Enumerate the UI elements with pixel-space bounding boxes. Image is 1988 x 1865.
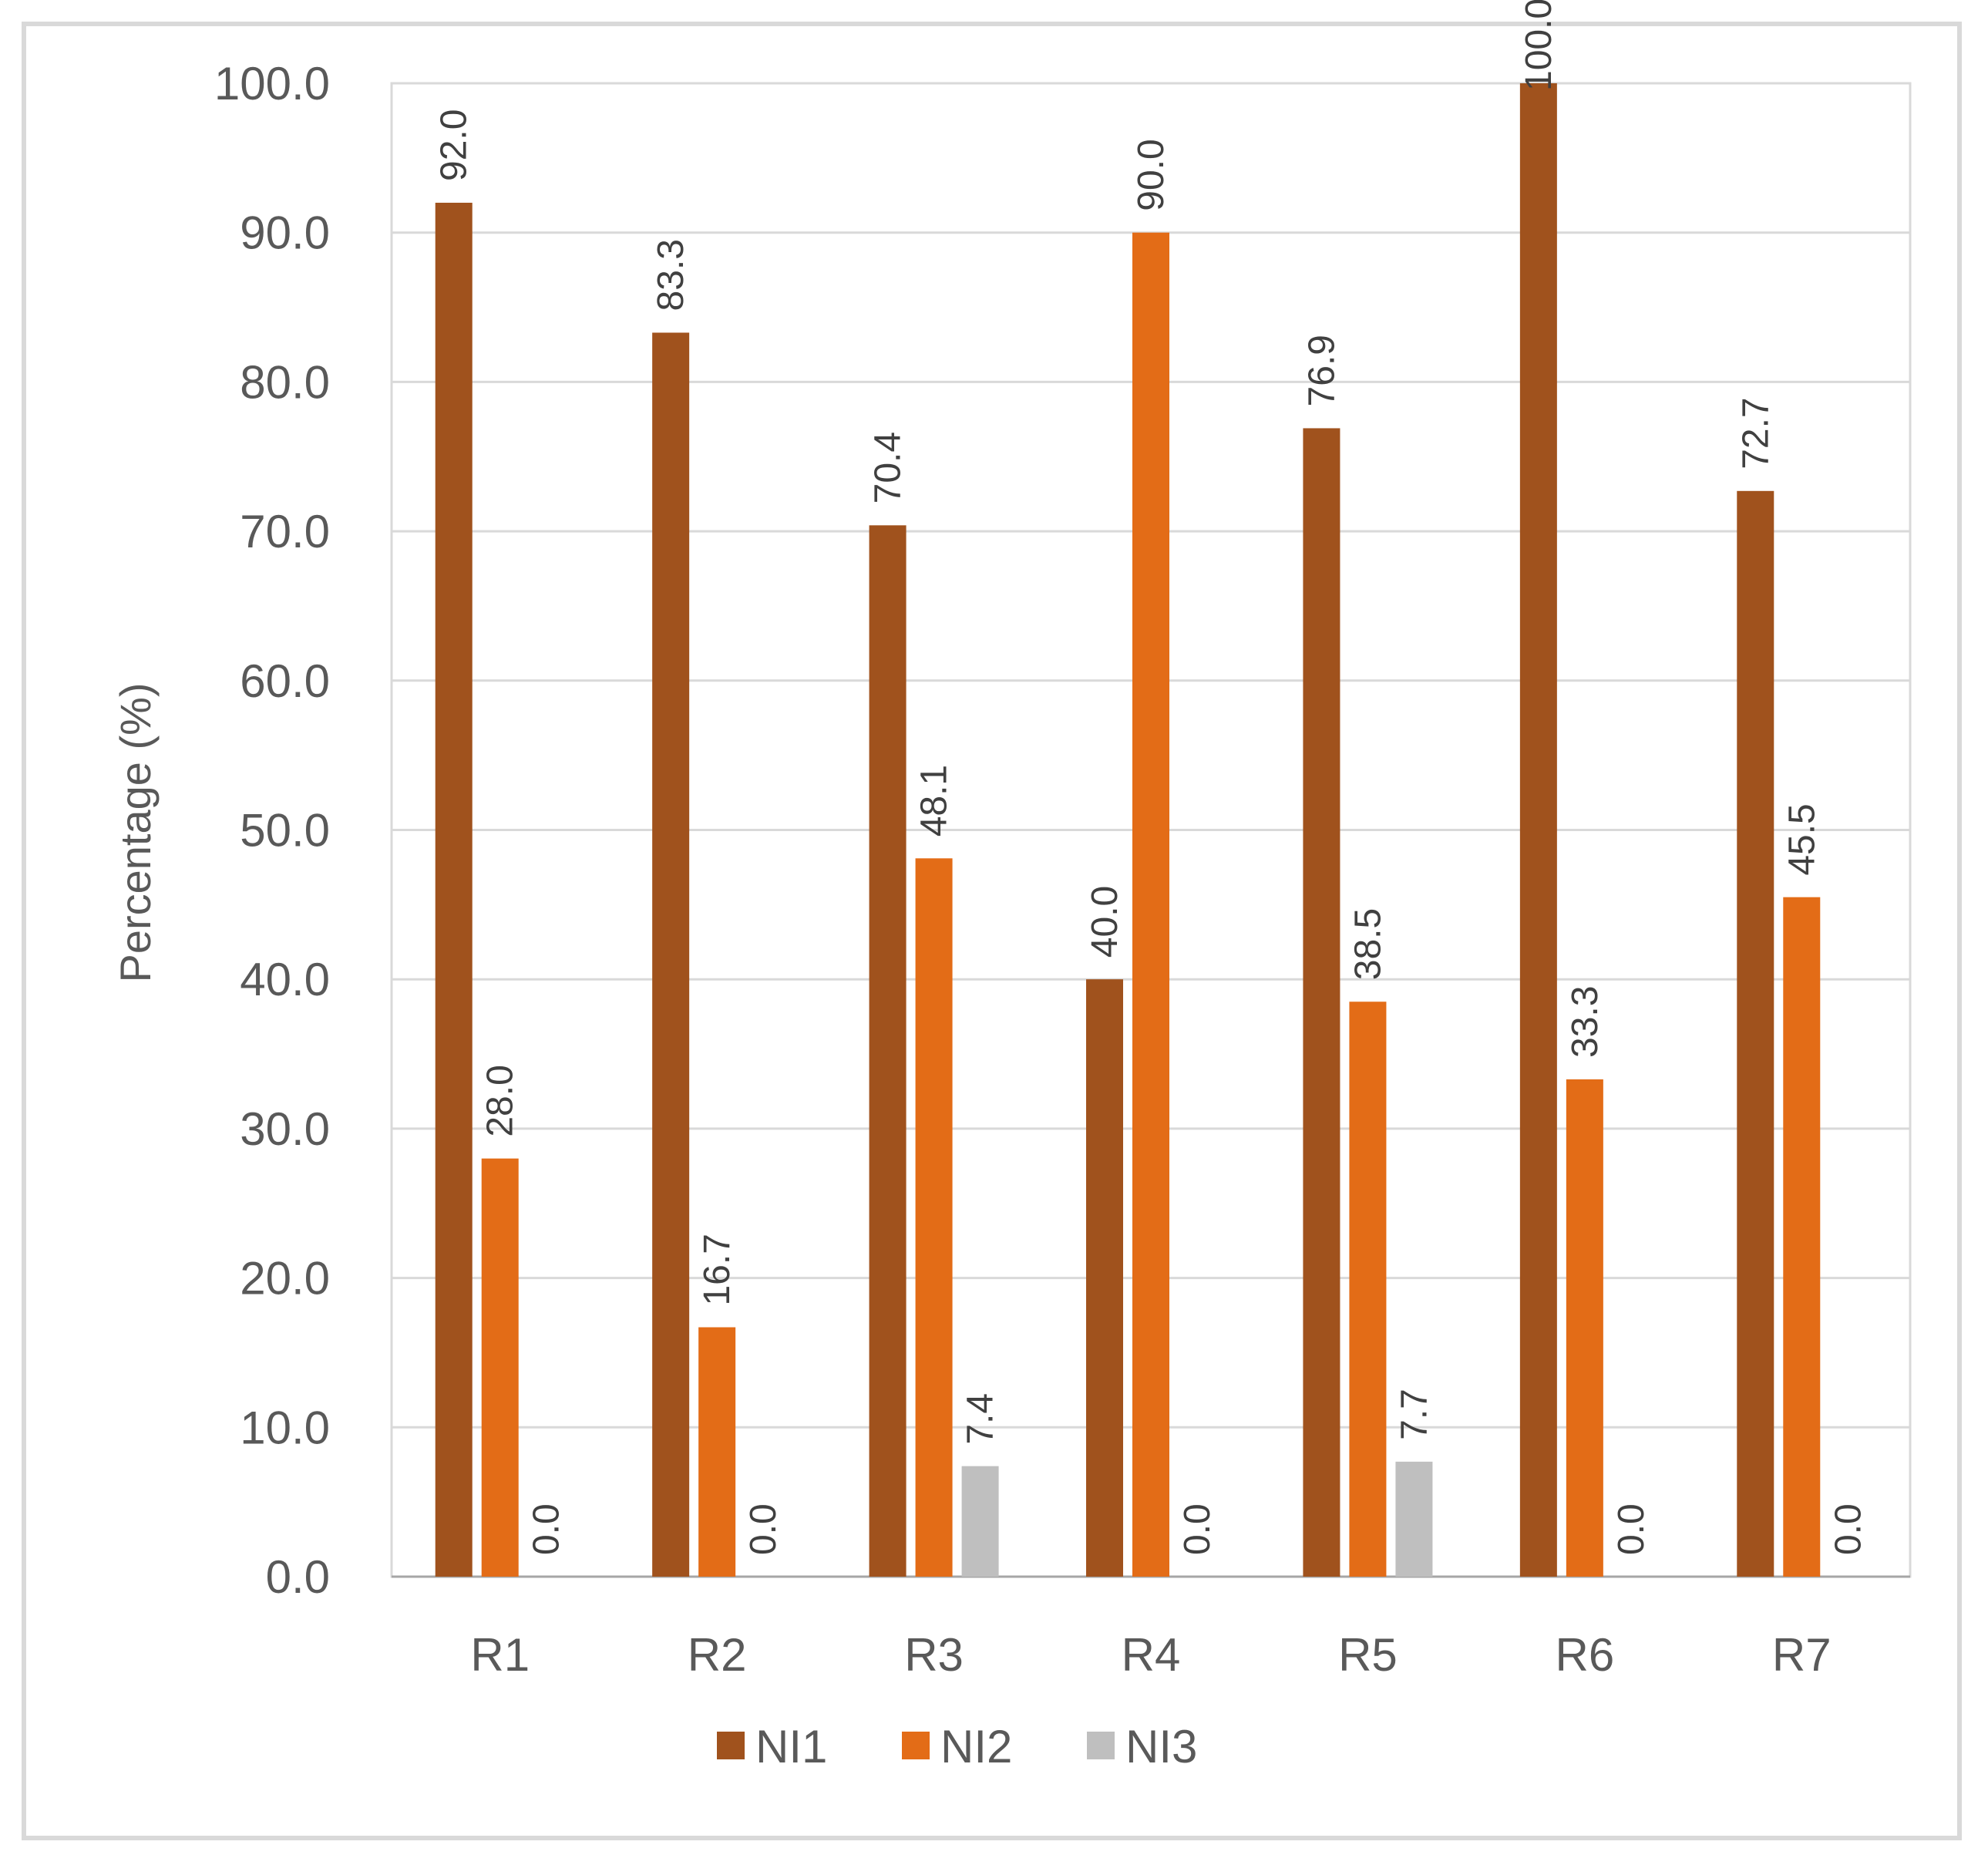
y-tick-label: 10.0	[240, 1402, 330, 1453]
data-label: 48.1	[914, 765, 955, 837]
x-axis-categories: R1 R2 R3 R4 R5 R6 R7	[470, 1629, 1831, 1681]
x-category-label: R5	[1338, 1629, 1398, 1681]
legend: NI1 NI2 NI3	[717, 1721, 1197, 1772]
data-label: 0.0	[1177, 1503, 1218, 1555]
legend-swatch-ni3	[1087, 1732, 1115, 1759]
x-category-label: R4	[1122, 1629, 1181, 1681]
bar-ni3-r3	[961, 1466, 999, 1577]
y-axis-title: Percentage (%)	[111, 682, 160, 982]
bars	[435, 83, 1821, 1577]
y-tick-label: 50.0	[240, 805, 330, 857]
bar-ni1-r5	[1303, 428, 1340, 1577]
bar-ni2-r4	[1132, 232, 1169, 1577]
data-label: 7.4	[960, 1393, 1001, 1445]
bar-ni1-r7	[1737, 490, 1774, 1577]
bar-ni2-r7	[1783, 897, 1821, 1577]
data-label: 28.0	[480, 1065, 521, 1136]
legend-label: NI3	[1125, 1721, 1197, 1772]
bar-ni1-r2	[652, 332, 690, 1577]
data-labels: 92.0 28.0 0.0 83.3 16.7 0.0 70.4 48.1 7.4 40.0 90.…	[434, 0, 1869, 1555]
bar-ni3-r5	[1395, 1461, 1433, 1577]
x-category-label: R2	[688, 1629, 747, 1681]
data-label: 92.0	[434, 109, 475, 181]
data-label: 0.0	[526, 1503, 567, 1555]
y-tick-label: 90.0	[240, 207, 330, 259]
data-label: 100.0	[1519, 0, 1559, 91]
y-tick-label: 80.0	[240, 356, 330, 408]
bar-ni2-r2	[698, 1327, 736, 1577]
data-label: 45.5	[1781, 803, 1822, 875]
x-category-label: R6	[1556, 1629, 1615, 1681]
bar-ni2-r3	[915, 858, 953, 1577]
bar-ni1-r4	[1086, 979, 1123, 1577]
data-label: 7.7	[1394, 1389, 1435, 1440]
legend-swatch-ni1	[717, 1732, 745, 1759]
data-label: 83.3	[651, 239, 691, 311]
y-axis-ticks: 0.0 10.0 20.0 30.0 40.0 50.0 60.0 70.0 80.0 90.0 1…	[214, 58, 330, 1603]
bar-ni2-r6	[1566, 1079, 1603, 1577]
data-label: 0.0	[743, 1503, 784, 1555]
data-label: 16.7	[697, 1234, 738, 1305]
y-tick-label: 30.0	[240, 1103, 330, 1155]
y-tick-label: 100.0	[214, 58, 330, 109]
x-category-label: R7	[1772, 1629, 1832, 1681]
bar-ni1-r1	[435, 202, 473, 1577]
data-label: 76.9	[1301, 335, 1342, 406]
y-tick-label: 70.0	[240, 506, 330, 557]
data-label: 90.0	[1131, 139, 1172, 210]
y-tick-label: 0.0	[266, 1551, 330, 1603]
legend-label: NI1	[755, 1721, 827, 1772]
y-tick-label: 40.0	[240, 954, 330, 1005]
bar-ni1-r3	[869, 525, 907, 1577]
y-tick-label: 60.0	[240, 655, 330, 707]
data-label: 40.0	[1085, 886, 1125, 958]
data-label: 70.4	[868, 432, 909, 503]
x-category-label: R3	[904, 1629, 964, 1681]
y-tick-label: 20.0	[240, 1253, 330, 1304]
legend-swatch-ni2	[902, 1732, 930, 1759]
data-label: 0.0	[1611, 1503, 1652, 1555]
data-label: 72.7	[1735, 397, 1776, 469]
bar-ni2-r1	[481, 1158, 519, 1577]
data-label: 0.0	[1828, 1503, 1869, 1555]
bar-ni2-r5	[1349, 1002, 1387, 1577]
legend-label: NI2	[940, 1721, 1012, 1772]
x-category-label: R1	[470, 1629, 530, 1681]
data-label: 38.5	[1347, 908, 1388, 980]
data-label: 33.3	[1565, 986, 1606, 1058]
bar-ni1-r6	[1519, 83, 1557, 1577]
